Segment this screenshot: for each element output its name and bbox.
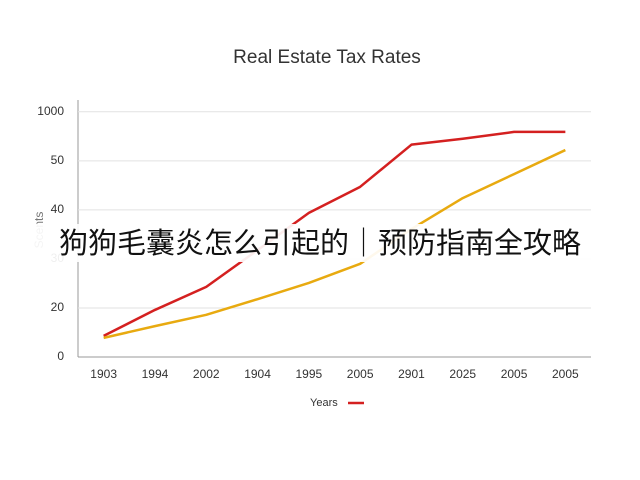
series-line	[103, 130, 566, 338]
series-line	[103, 148, 566, 340]
x-tick-label: 2025	[449, 367, 476, 381]
legend-label: Years	[310, 397, 338, 409]
y-tick-label: 40	[51, 202, 65, 216]
x-tick-label: 2002	[193, 367, 220, 381]
x-tick-label: 2005	[552, 367, 579, 381]
overlay-text: 狗狗毛囊炎怎么引起的｜预防指南全攻略	[0, 224, 640, 262]
x-tick-label: 1903	[90, 367, 117, 381]
x-tick-label: 1995	[295, 367, 322, 381]
y-tick-label: 50	[51, 153, 65, 167]
chart-title: Real Estate Tax Rates	[233, 47, 421, 68]
y-tick-label: 20	[51, 300, 65, 314]
x-tick-label: 2005	[501, 367, 528, 381]
x-tick-label: 1994	[142, 367, 169, 381]
x-tick-label: 1904	[244, 367, 271, 381]
y-tick-label: 0	[57, 349, 64, 363]
x-tick-label: 2901	[398, 367, 425, 381]
x-tick-label: 2005	[347, 367, 374, 381]
y-tick-label: 1000	[37, 104, 64, 118]
